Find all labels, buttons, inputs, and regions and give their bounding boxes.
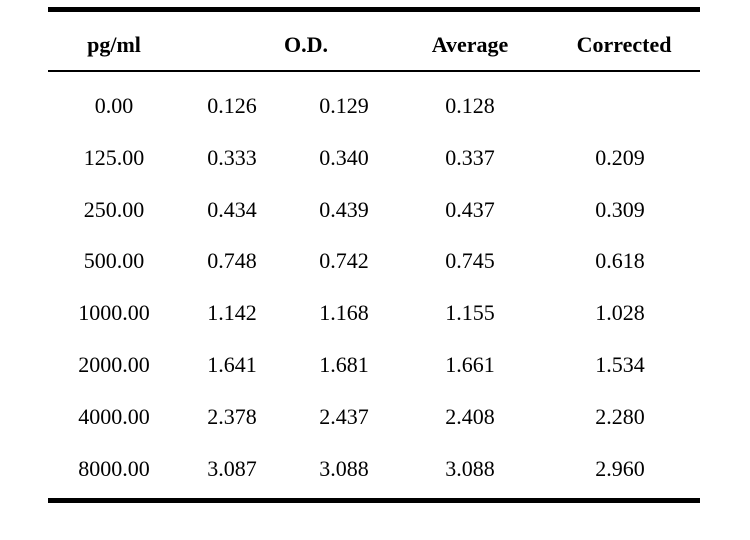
cell-concentration: 125.00	[83, 144, 145, 170]
cell-corrected: 2.280	[595, 403, 645, 429]
cell-od-2: 0.129	[319, 93, 369, 118]
table-row: 4000.00 2.378 2.437 2.408 2.280	[48, 391, 700, 443]
header-concentration: pg/ml	[87, 32, 141, 57]
cell-od-1: 0.748	[207, 248, 257, 274]
table-row: 250.00 0.434 0.439 0.437 0.309	[48, 184, 700, 236]
cell-corrected: 1.028	[595, 300, 645, 326]
cell-concentration: 500.00	[83, 248, 145, 274]
cell-corrected	[560, 80, 680, 132]
table-row: 1000.00 1.142 1.168 1.155 1.028	[48, 287, 700, 339]
table-top-rule	[48, 7, 700, 12]
table-row: 500.00 0.748 0.742 0.745 0.618	[48, 235, 700, 287]
table-row: 0.00 0.126 0.129 0.128	[48, 80, 700, 132]
cell-od-2: 1.681	[319, 351, 369, 377]
cell-corrected: 0.309	[595, 196, 645, 222]
cell-od-1: 1.142	[207, 300, 257, 326]
cell-concentration: 4000.00	[78, 403, 150, 429]
cell-average: 3.088	[445, 455, 495, 481]
header-average: Average	[431, 32, 509, 57]
cell-average: 0.337	[445, 144, 495, 170]
cell-od-2: 3.088	[319, 455, 369, 481]
table-header-rule	[48, 70, 700, 72]
header-corrected: Corrected	[576, 32, 672, 57]
table-header-row: pg/ml O.D. Average Corrected	[48, 12, 700, 70]
cell-corrected: 0.618	[595, 248, 645, 274]
cell-od-2: 2.437	[319, 403, 369, 429]
cell-average: 2.408	[445, 403, 495, 429]
cell-od-1: 0.434	[207, 196, 257, 222]
cell-od-2: 1.168	[319, 300, 369, 326]
cell-od-1: 0.126	[207, 93, 257, 118]
cell-od-2: 0.742	[319, 248, 369, 274]
table-row: 8000.00 3.087 3.088 3.088 2.960	[48, 443, 700, 495]
cell-concentration: 0.00	[94, 93, 134, 118]
cell-concentration: 1000.00	[78, 300, 150, 326]
cell-od-1: 3.087	[207, 455, 257, 481]
table-row: 2000.00 1.641 1.681 1.661 1.534	[48, 339, 700, 391]
cell-od-1: 0.333	[207, 144, 257, 170]
table-bottom-rule	[48, 498, 700, 504]
table-row: 125.00 0.333 0.340 0.337 0.209	[48, 132, 700, 184]
cell-average: 0.745	[445, 248, 495, 274]
cell-od-1: 1.641	[207, 351, 257, 377]
cell-concentration: 2000.00	[78, 351, 150, 377]
cell-average: 1.661	[445, 351, 495, 377]
cell-od-2: 0.340	[319, 144, 369, 170]
cell-average: 0.437	[445, 196, 495, 222]
cell-corrected: 1.534	[595, 351, 645, 377]
od-table: pg/ml O.D. Average Corrected 0.00 0.126 …	[48, 7, 700, 504]
cell-average: 0.128	[445, 93, 495, 118]
cell-od-2: 0.439	[319, 196, 369, 222]
cell-od-1: 2.378	[207, 403, 257, 429]
table-body: 0.00 0.126 0.129 0.128 125.00 0.333 0.34…	[48, 80, 700, 494]
cell-concentration: 8000.00	[78, 455, 150, 481]
header-od: O.D.	[284, 32, 328, 57]
cell-corrected: 0.209	[595, 144, 645, 170]
cell-corrected: 2.960	[595, 455, 645, 481]
cell-concentration: 250.00	[83, 196, 145, 222]
cell-average: 1.155	[445, 300, 495, 326]
